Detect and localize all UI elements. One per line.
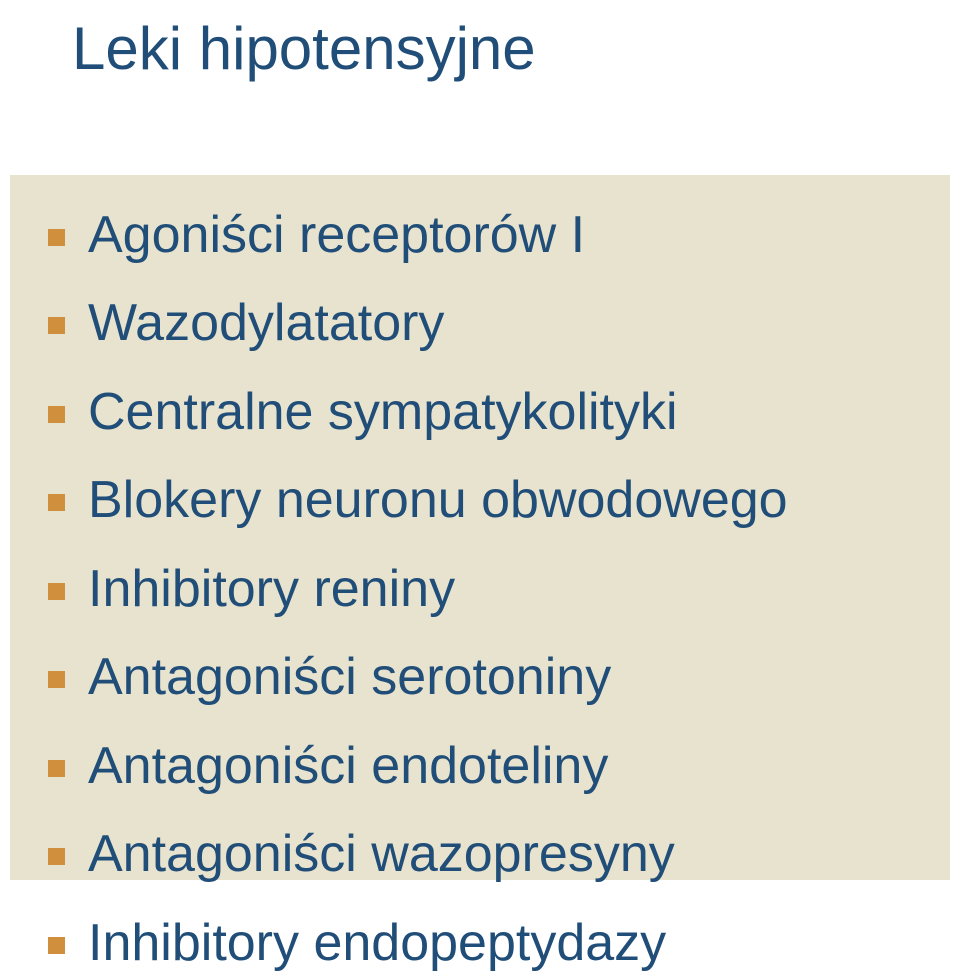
page-title: Leki hipotensyjne	[72, 14, 536, 83]
list-item: Antagoniści endoteliny	[34, 734, 926, 798]
list-item: Inhibitory reniny	[34, 557, 926, 621]
list-item: Blokery neuronu obwodowego	[34, 468, 926, 532]
slide: Leki hipotensyjne Agoniści receptorów I …	[0, 0, 960, 893]
list-item: Inhibitory endopeptydazy	[34, 911, 926, 975]
list-item: Agoniści receptorów I	[34, 203, 926, 267]
list-item: Centralne sympatykolityki	[34, 380, 926, 444]
content-box: Agoniści receptorów I Wazodylatatory Cen…	[10, 175, 950, 880]
list-item: Antagoniści serotoniny	[34, 645, 926, 709]
bullet-list: Agoniści receptorów I Wazodylatatory Cen…	[34, 203, 926, 975]
list-item: Wazodylatatory	[34, 291, 926, 355]
list-item: Antagoniści wazopresyny	[34, 822, 926, 886]
